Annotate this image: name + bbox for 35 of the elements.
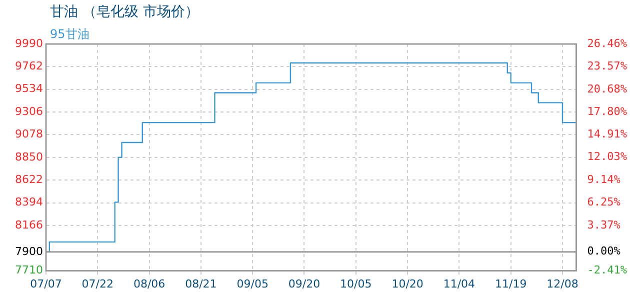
x-tick-label: 08/06: [133, 277, 166, 290]
y-tick-label: 8166: [14, 218, 43, 232]
chart-title: 甘油 （皂化级 市场价）: [50, 3, 199, 21]
y-tick-label: 9762: [14, 60, 43, 73]
y-tick-label: 9990: [14, 36, 43, 50]
x-tick-label: 07/22: [82, 277, 114, 290]
y2-tick-label: 17.80%: [587, 104, 628, 118]
x-tick-label: 12/08: [546, 277, 578, 290]
y-tick-label: 9306: [14, 104, 43, 118]
x-tick-label: 11/19: [494, 277, 527, 290]
x-tick-label: 10/05: [340, 277, 372, 290]
y2-tick-label: 6.25%: [587, 196, 621, 209]
y-tick-label: 7710: [14, 264, 43, 277]
y-tick-label: 8850: [14, 150, 43, 164]
x-tick-label: 08/21: [185, 277, 217, 290]
y-tick-label: 9078: [14, 128, 43, 141]
text: 95甘油: [50, 27, 90, 41]
y2-tick-label: 0.00%: [587, 244, 621, 258]
y-tick-label: 9534: [14, 82, 43, 96]
y2-tick-label: 23.57%: [587, 60, 628, 73]
y-tick-label: 8394: [14, 196, 43, 209]
y2-tick-label: 26.46%: [587, 36, 628, 50]
y2-tick-label: -2.41%: [587, 264, 628, 277]
y2-tick-label: 9.14%: [587, 172, 621, 186]
y-tick-label: 8622: [14, 172, 43, 186]
x-tick-label: 09/20: [288, 277, 320, 290]
y2-tick-label: 3.37%: [587, 218, 621, 232]
x-tick-label: 07/07: [30, 277, 62, 290]
y2-tick-label: 12.03%: [587, 150, 628, 164]
x-tick-label: 10/20: [392, 277, 424, 290]
y2-tick-label: 14.91%: [587, 128, 628, 141]
y2-tick-label: 20.68%: [587, 82, 628, 96]
x-tick-label: 11/04: [443, 277, 476, 290]
x-tick-label: 09/05: [236, 277, 268, 290]
y-tick-label: 7900: [14, 244, 43, 258]
